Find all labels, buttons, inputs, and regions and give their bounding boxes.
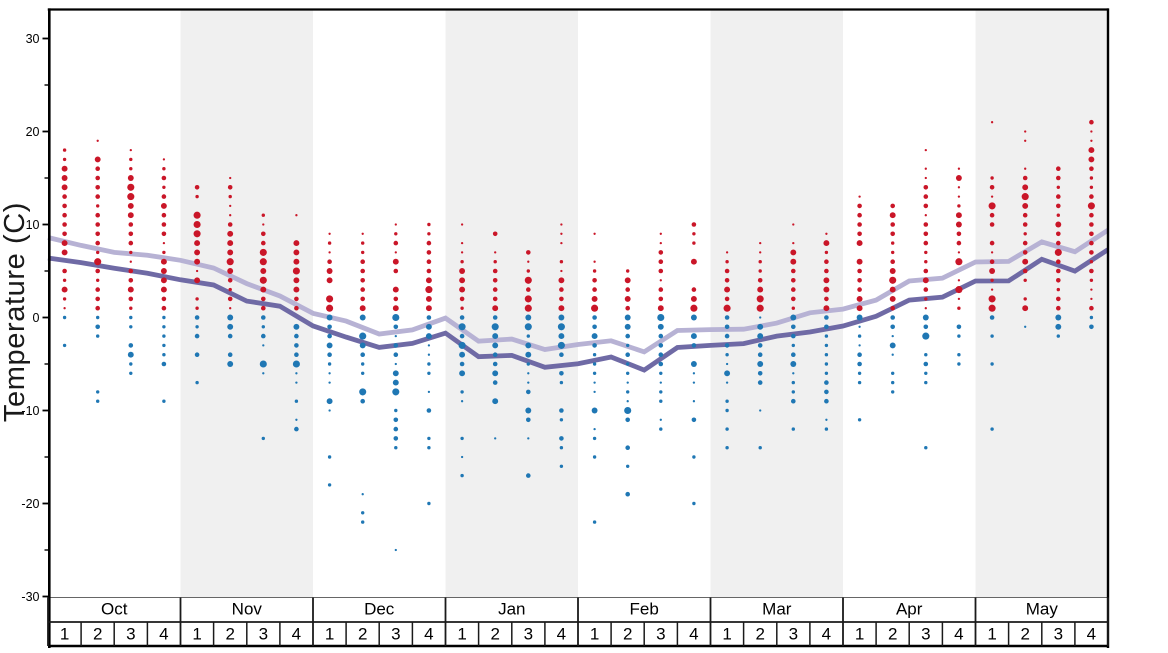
svg-text:3: 3	[126, 625, 135, 644]
svg-text:Apr: Apr	[896, 600, 923, 619]
svg-text:4: 4	[1087, 625, 1096, 644]
svg-text:2: 2	[93, 625, 102, 644]
svg-text:3: 3	[656, 625, 665, 644]
svg-text:2: 2	[623, 625, 632, 644]
svg-text:-20: -20	[21, 497, 39, 511]
svg-text:Oct: Oct	[101, 600, 128, 619]
svg-text:0: 0	[33, 311, 40, 325]
svg-text:1: 1	[722, 625, 731, 644]
svg-text:2: 2	[888, 625, 897, 644]
svg-text:1: 1	[457, 625, 466, 644]
svg-text:1: 1	[987, 625, 996, 644]
svg-text:Feb: Feb	[630, 600, 659, 619]
svg-text:4: 4	[954, 625, 963, 644]
svg-text:2: 2	[490, 625, 499, 644]
svg-text:-10: -10	[21, 404, 39, 418]
svg-text:4: 4	[689, 625, 698, 644]
svg-text:2: 2	[358, 625, 367, 644]
svg-text:2: 2	[755, 625, 764, 644]
svg-text:20: 20	[26, 125, 40, 139]
svg-text:10: 10	[26, 218, 40, 232]
svg-text:Mar: Mar	[762, 600, 792, 619]
svg-text:1: 1	[855, 625, 864, 644]
svg-text:Dec: Dec	[364, 600, 395, 619]
svg-text:3: 3	[524, 625, 533, 644]
svg-text:2: 2	[225, 625, 234, 644]
svg-text:1: 1	[325, 625, 334, 644]
svg-text:4: 4	[822, 625, 831, 644]
svg-text:3: 3	[391, 625, 400, 644]
svg-text:Temperature (C): Temperature (C)	[0, 202, 31, 422]
svg-text:3: 3	[259, 625, 268, 644]
svg-text:30: 30	[26, 32, 40, 46]
svg-text:3: 3	[1054, 625, 1063, 644]
svg-text:1: 1	[60, 625, 69, 644]
svg-text:3: 3	[789, 625, 798, 644]
svg-text:4: 4	[557, 625, 566, 644]
svg-text:1: 1	[590, 625, 599, 644]
svg-text:3: 3	[921, 625, 930, 644]
svg-text:4: 4	[424, 625, 433, 644]
svg-text:Nov: Nov	[232, 600, 263, 619]
svg-text:4: 4	[159, 625, 168, 644]
svg-text:2: 2	[1020, 625, 1029, 644]
svg-text:May: May	[1026, 600, 1059, 619]
svg-text:4: 4	[292, 625, 301, 644]
svg-text:Jan: Jan	[498, 600, 525, 619]
svg-text:-30: -30	[21, 590, 39, 604]
svg-text:1: 1	[192, 625, 201, 644]
